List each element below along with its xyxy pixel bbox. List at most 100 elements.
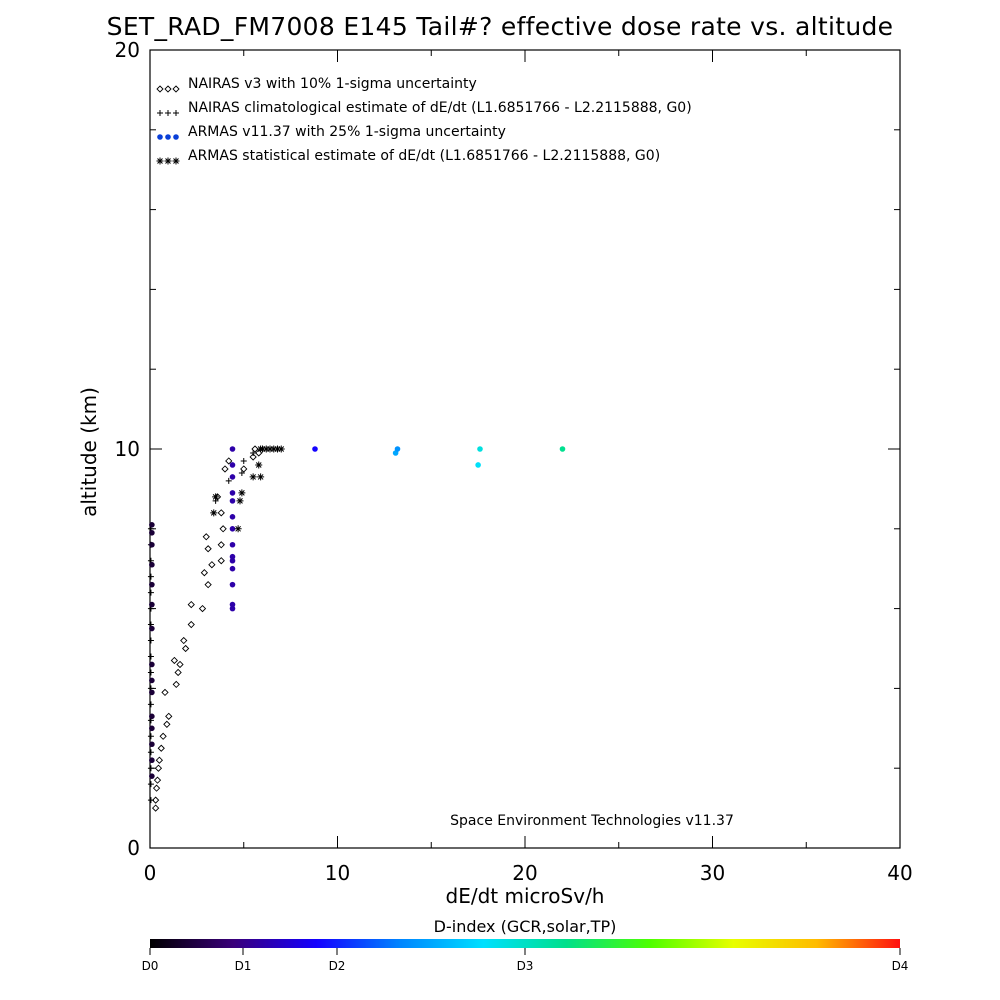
asterisk-point — [212, 493, 220, 501]
dot-point — [149, 561, 155, 568]
colorbar-ticks: D0 D1 D2 D3 D4 — [142, 948, 909, 973]
diamond-point — [202, 533, 210, 541]
annotation-text: Space Environment Technologies v11.37 — [450, 813, 734, 829]
plus-point — [147, 765, 154, 772]
asterisk-point — [257, 473, 265, 481]
diamond-point — [200, 569, 209, 577]
y-tick-label: 0 — [127, 836, 140, 860]
legend-symbol — [156, 157, 164, 165]
chart-title: SET_RAD_FM7008 E145 Tail#? effective dos… — [106, 12, 894, 41]
diamond-point — [249, 453, 257, 461]
diamond-point — [198, 604, 207, 613]
series-dot — [149, 446, 566, 779]
dot-point — [149, 689, 155, 696]
dot-point — [149, 601, 155, 608]
legend-symbol — [164, 157, 172, 165]
diamond-point — [181, 644, 190, 653]
colorbar-tick-label: D2 — [329, 959, 346, 973]
diamond-point — [251, 445, 259, 453]
dot-point — [229, 565, 236, 572]
legend-label: NAIRAS climatological estimate of dE/dt … — [188, 100, 692, 116]
x-tick-label: 20 — [512, 861, 537, 885]
dot-point — [149, 773, 155, 779]
asterisk-point — [266, 445, 274, 453]
diamond-point — [151, 804, 160, 812]
diamond-point — [221, 465, 229, 473]
data-marks — [147, 445, 566, 812]
dot-point — [229, 526, 236, 532]
plus-point — [147, 653, 154, 660]
diamond-point — [180, 636, 188, 645]
y-tick-label: 10 — [115, 437, 140, 461]
dot-point — [229, 474, 236, 480]
diamond-point — [174, 668, 182, 677]
dot-point — [229, 514, 236, 520]
diamond-point — [154, 764, 163, 772]
dot-point — [229, 498, 236, 504]
legend-symbol — [173, 134, 179, 140]
legend-symbol — [157, 134, 163, 140]
diamond-point — [204, 581, 212, 589]
diamond-point — [217, 541, 225, 549]
plus-point — [147, 589, 154, 596]
dot-point — [229, 605, 236, 612]
diamond-point — [172, 680, 180, 689]
diamond-point — [163, 720, 171, 728]
asterisk-point — [277, 445, 285, 453]
dot-point — [229, 581, 236, 588]
y-tick-label: 20 — [115, 38, 140, 62]
dot-point — [149, 757, 155, 764]
legend-symbol — [157, 110, 163, 116]
asterisk-point — [262, 445, 270, 453]
dot-point — [229, 541, 236, 548]
diamond-point — [187, 620, 195, 629]
legend-label: ARMAS statistical estimate of dE/dt (L1.… — [188, 148, 660, 164]
x-axis-label: dE/dt microSv/h — [445, 884, 605, 908]
dot-point — [149, 677, 155, 684]
colorbar-tick-label: D1 — [235, 959, 252, 973]
diamond-point — [204, 545, 212, 553]
dot-point — [149, 725, 155, 732]
y-axis-label: altitude (km) — [77, 387, 101, 517]
legend-symbol — [156, 85, 164, 93]
colorbar-tick-label: D3 — [517, 959, 534, 973]
asterisk-point — [259, 445, 266, 453]
plus-point — [147, 701, 154, 708]
colorbar-tick-label: D4 — [892, 959, 909, 973]
legend: NAIRAS v3 with 10% 1-sigma uncertainty NA… — [156, 76, 692, 165]
diamond-point — [176, 660, 184, 669]
legend-symbol — [164, 85, 172, 93]
diamond-point — [217, 557, 225, 565]
diamond-point — [240, 465, 248, 473]
legend-label: NAIRAS v3 with 10% 1-sigma uncertainty — [188, 76, 477, 92]
diamond-point — [151, 796, 160, 804]
dot-point — [149, 581, 155, 588]
diamond-point — [187, 600, 195, 609]
x-tick-label: 0 — [144, 861, 157, 885]
plus-point — [147, 669, 154, 676]
plus-point — [147, 637, 154, 644]
dot-point — [394, 446, 401, 452]
plus-point — [147, 749, 154, 756]
plus-point — [250, 449, 257, 456]
diamond-point — [170, 656, 179, 665]
legend-symbol — [165, 110, 171, 116]
axis-ticks — [149, 49, 901, 849]
asterisk-point — [255, 461, 263, 469]
plus-point — [225, 477, 232, 484]
diamond-point — [217, 509, 225, 517]
dot-point — [149, 741, 155, 748]
legend-symbol — [173, 110, 179, 116]
colorbar-tick-label: D0 — [142, 959, 159, 973]
dot-point — [312, 446, 318, 452]
legend-symbol — [172, 85, 180, 93]
diamond-point — [155, 756, 164, 764]
dot-point — [477, 446, 483, 452]
plus-point — [147, 573, 154, 580]
dot-point — [229, 557, 236, 564]
diamond-point — [161, 688, 169, 697]
dot-point — [149, 522, 155, 528]
x-tick-label: 30 — [700, 861, 725, 885]
dot-point — [229, 553, 236, 560]
diamond-point — [225, 457, 233, 465]
